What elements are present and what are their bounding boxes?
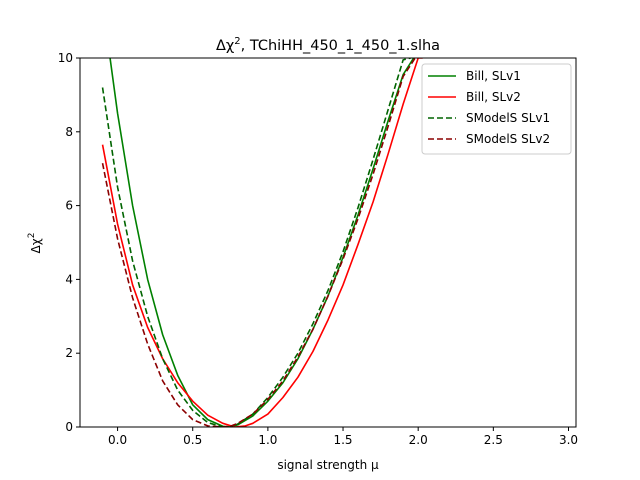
x-tick-label: 1.5 xyxy=(333,433,352,447)
x-tick-label: 2.0 xyxy=(409,433,428,447)
x-tick-label: 1.0 xyxy=(258,433,277,447)
y-axis-label: Δχ2 xyxy=(27,233,43,254)
x-tick-label: 3.0 xyxy=(559,433,578,447)
legend-label-4: SModelS SLv2 xyxy=(466,132,550,146)
y-tick-label: 2 xyxy=(65,346,73,360)
legend-label-1: Bill, SLv1 xyxy=(466,69,521,83)
y-tick-label: 6 xyxy=(65,199,73,213)
series-group xyxy=(101,58,423,427)
x-axis-label: signal strength μ xyxy=(277,458,379,472)
chart-title: Δχ2, TChiHH_450_1_450_1.slha xyxy=(216,36,440,54)
series-line-1 xyxy=(109,58,415,427)
y-tick-label: 10 xyxy=(58,51,73,65)
x-tick-label: 2.5 xyxy=(484,433,503,447)
x-tick-label: 0.0 xyxy=(108,433,127,447)
legend-label-2: Bill, SLv2 xyxy=(466,90,521,104)
y-tick-label: 8 xyxy=(65,125,73,139)
y-tick-label: 4 xyxy=(65,272,73,286)
y-tick-label: 0 xyxy=(65,420,73,434)
series-line-4 xyxy=(101,58,416,427)
x-axis-ticks: 0.0 0.5 1.0 1.5 2.0 2.5 3.0 xyxy=(108,427,578,447)
y-axis-ticks: 0 2 4 6 8 10 xyxy=(58,51,80,434)
legend-box xyxy=(421,63,572,155)
series-line-2 xyxy=(101,58,423,427)
plot-frame xyxy=(79,57,577,428)
legend-label-3: SModelS SLv1 xyxy=(466,111,550,125)
x-tick-label: 0.5 xyxy=(183,433,202,447)
legend: Bill, SLv1 Bill, SLv2 SModelS SLv1 SModelS … xyxy=(421,63,572,155)
series-line-3 xyxy=(101,58,411,427)
